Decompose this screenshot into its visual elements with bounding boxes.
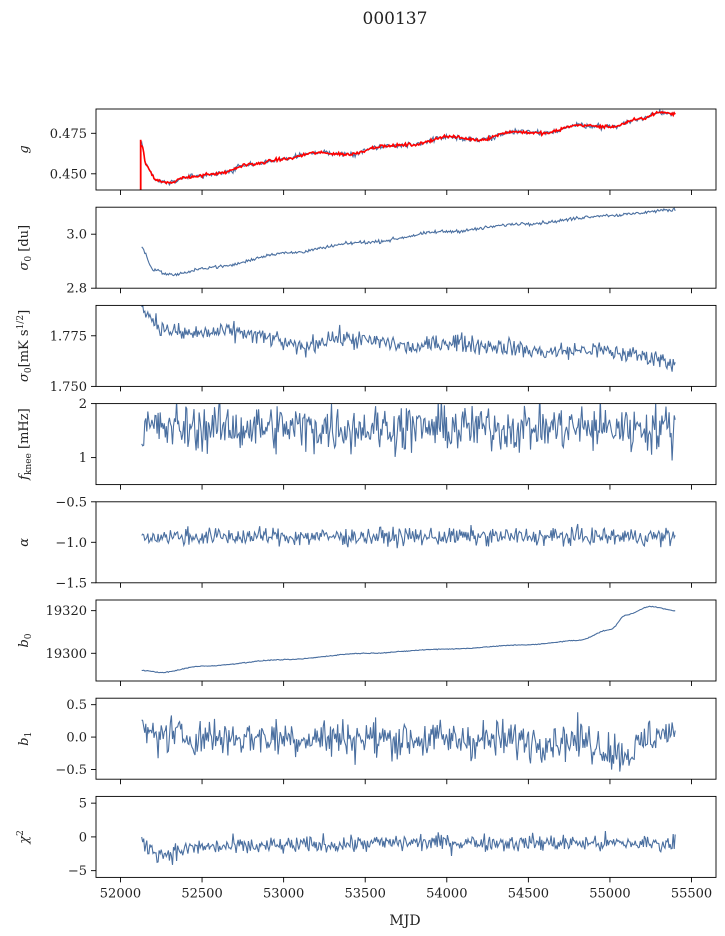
series-line-b1	[141, 712, 676, 772]
panel-chi2: −5 0 5 52000 52500 53000 53500 54000 54500 55000 5…	[16, 795, 717, 901]
y-tick-label: 5	[79, 797, 87, 812]
panel-sigma0-du: 2.8 3.0 σ0 [du]	[17, 206, 717, 297]
panel-frame-chi2	[95, 795, 717, 878]
panel-sigma0-mks: 1.750 1.775 σ0[mK s1/2]	[16, 304, 717, 395]
series-line-g	[141, 109, 676, 187]
x-tick-label: 54000	[426, 886, 467, 901]
y-tick-label: −1.5	[55, 576, 87, 591]
x-tick-label: 53000	[263, 886, 304, 901]
y-tick-label: −0.5	[55, 763, 87, 778]
y-axis-label-b0: b0	[17, 633, 34, 647]
panel-b0: 19300 19320 b0	[17, 599, 717, 686]
y-tick-label: 2	[79, 397, 87, 412]
x-tick-label: 53500	[345, 886, 386, 901]
y-tick-label: 1.750	[50, 380, 87, 395]
panel-frame-g	[95, 108, 717, 191]
y-tick-label: 0.450	[50, 167, 87, 182]
panel-frame-b0	[95, 599, 717, 682]
series-line-fknee	[141, 403, 676, 461]
y-tick-label: 0.0	[66, 731, 87, 746]
y-tick-label: 0.5	[66, 698, 87, 713]
panel-b1: −0.5 0.0 0.5 b1	[17, 697, 717, 785]
panels-group: 0.450 0.475 g 2.8 3.0 σ0 [du] 1.750 1.775 σ0[mK …	[16, 108, 717, 901]
x-tick-label: 55500	[671, 886, 712, 901]
y-tick-label: 2.8	[66, 282, 87, 297]
y-tick-label: 1.775	[50, 329, 87, 344]
y-tick-label: 0	[79, 830, 87, 845]
panel-frame-sigma0-du	[95, 206, 717, 289]
series-line-b0	[141, 605, 676, 674]
x-tick-label: 55000	[589, 886, 630, 901]
x-tick-label: 52000	[100, 886, 141, 901]
x-tick-label: 52500	[181, 886, 222, 901]
x-tick-label: 54500	[508, 886, 549, 901]
overlay-line-g	[140, 110, 676, 185]
panel-fknee: 1 2 fknee [mHz]	[17, 397, 717, 490]
y-tick-label: 1	[79, 451, 87, 466]
panel-g: 0.450 0.475 g	[17, 108, 717, 195]
series-line-sigma0-du	[141, 207, 676, 277]
y-tick-label: −0.5	[55, 495, 87, 510]
y-axis-label-g: g	[17, 145, 32, 153]
x-axis-label: MJD	[389, 913, 420, 929]
y-tick-label: 19300	[46, 647, 87, 662]
y-axis-label-sigma0-du: σ0 [du]	[17, 225, 34, 271]
y-axis-label-fknee: fknee [mHz]	[17, 408, 34, 481]
y-tick-label: 19320	[46, 604, 87, 619]
y-axis-label-sigma0-mks: σ0[mK s1/2]	[16, 310, 34, 382]
y-tick-label: 0.475	[50, 127, 87, 142]
panel-frame-b1	[95, 697, 717, 780]
y-axis-label-b1: b1	[17, 732, 34, 746]
series-line-alpha	[141, 523, 676, 549]
panel-alpha: −1.5 −1.0 −0.5 α	[17, 495, 717, 591]
panel-frame-fknee	[95, 403, 717, 486]
panel-frame-sigma0-mks	[95, 304, 717, 387]
series-line-chi2	[141, 831, 676, 865]
y-tick-label: 3.0	[66, 228, 87, 243]
series-line-sigma0-mks	[141, 305, 676, 372]
y-tick-label: −1.0	[55, 536, 87, 551]
figure-title: 000137	[363, 9, 428, 29]
y-axis-label-chi2: χ2	[16, 830, 32, 845]
y-axis-label-alpha: α	[17, 538, 32, 547]
y-tick-label: −5	[68, 864, 87, 879]
